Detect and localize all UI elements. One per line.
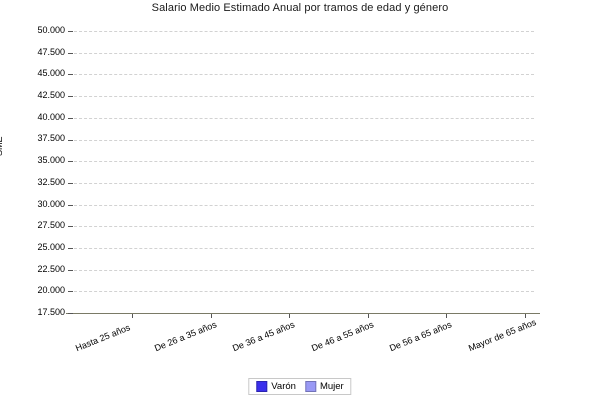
y-axis-tick-label: 27.500	[37, 220, 65, 231]
y-axis-tick-label: 47.500	[37, 46, 65, 57]
y-axis-tick-label: 40.000	[37, 111, 65, 122]
y-axis-tick-label: 35.000	[37, 155, 65, 166]
x-axis-line	[66, 313, 540, 314]
y-axis-tick-label: 37.500	[37, 133, 65, 144]
gridline	[74, 96, 534, 98]
y-axis-tick-mark	[68, 31, 73, 32]
gridline	[74, 291, 534, 293]
y-axis-tick-mark	[68, 74, 73, 76]
gridline	[74, 204, 534, 206]
legend-label-mujer: Mujer	[319, 381, 344, 392]
y-axis-tick-label: 25.000	[37, 241, 65, 252]
y-axis-tick-label: 22.500	[37, 263, 65, 274]
legend-label-varon: Varón	[271, 381, 296, 392]
y-axis-tick-label: 20.000	[37, 285, 65, 296]
x-axis-tick-label: De 26 a 35 años	[152, 319, 218, 354]
y-axis-tick-label: 30.000	[37, 198, 65, 209]
chart-title: Salario Medio Estimado Anual por tramos …	[151, 2, 449, 14]
y-axis-tick-label: 45.000	[37, 68, 65, 79]
x-axis-tick-mark	[289, 314, 291, 318]
gridline	[74, 247, 534, 249]
y-axis-tick-label: 17.500	[37, 307, 65, 317]
gridline	[74, 269, 534, 271]
gridline	[74, 161, 534, 163]
gridline	[74, 74, 534, 76]
y-axis-tick-mark	[68, 204, 73, 206]
chart-legend: Varón Mujer	[248, 378, 352, 395]
gridline	[74, 139, 534, 141]
y-axis-tick-mark	[68, 139, 73, 141]
y-axis-tick-label: 50.000	[37, 25, 65, 35]
y-axis-tick-mark	[68, 182, 73, 184]
y-axis-tick-mark	[68, 96, 73, 98]
y-axis-tick-mark	[68, 291, 73, 293]
y-axis-tick-mark	[68, 117, 73, 119]
plot-area	[74, 31, 534, 314]
x-axis-tick-mark	[132, 314, 133, 318]
x-axis-tick-label: Mayor de 65 años	[467, 317, 538, 354]
plot-background	[74, 31, 534, 313]
y-axis-tick-mark	[68, 313, 73, 314]
gridline	[74, 52, 534, 54]
y-axis-tick-mark	[68, 161, 73, 163]
x-axis-tick-label: De 56 a 65 años	[388, 319, 454, 354]
y-axis-title: SME	[0, 136, 4, 156]
legend-swatch-varon	[256, 381, 268, 392]
x-axis-tick-mark	[446, 314, 448, 318]
gridline	[74, 182, 534, 184]
gridline	[74, 31, 534, 32]
gridline	[74, 117, 534, 119]
y-axis-tick-mark	[68, 52, 73, 54]
y-axis-tick-mark	[68, 247, 73, 249]
x-axis-tick-label: De 36 a 45 años	[231, 319, 297, 354]
legend-item-varon[interactable]: Varón	[256, 381, 296, 392]
y-axis-tick-label: 42.500	[37, 90, 65, 101]
y-axis-tick-label: 32.500	[37, 176, 65, 187]
gridline	[74, 226, 534, 228]
y-axis-tick-mark	[68, 226, 73, 228]
y-axis-tick-mark	[68, 269, 73, 271]
legend-swatch-mujer	[304, 381, 316, 392]
x-axis-tick-label: Hasta 25 años	[74, 322, 132, 354]
x-axis-tick-mark	[525, 314, 526, 318]
x-axis-tick-mark	[367, 314, 369, 318]
x-axis-tick-mark	[210, 314, 212, 318]
x-axis-tick-label: De 46 a 55 años	[309, 319, 375, 354]
legend-item-mujer[interactable]: Mujer	[304, 381, 344, 392]
